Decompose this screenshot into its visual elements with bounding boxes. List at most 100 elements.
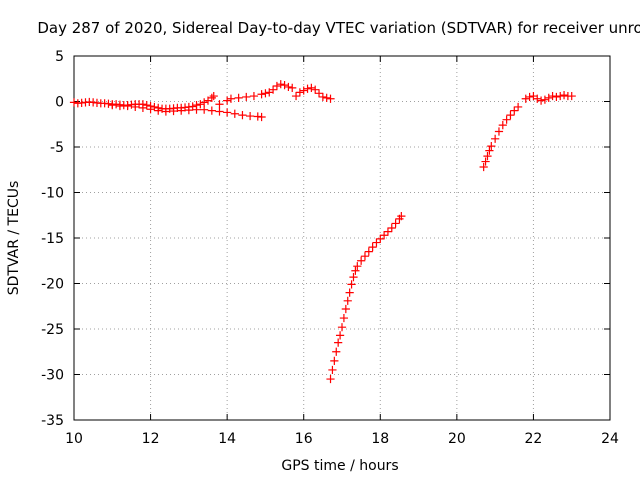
- data-point: [479, 162, 488, 172]
- x-tick-label: 24: [601, 431, 619, 447]
- data-point: [322, 93, 331, 102]
- data-point: [234, 93, 243, 102]
- y-tick-label: 0: [55, 95, 64, 111]
- data-point: [169, 106, 178, 116]
- x-axis-label: GPS time / hours: [281, 458, 398, 474]
- y-tick-labels: 5 0 -5 -10 -15 -20 -25 -30 -35: [41, 49, 64, 429]
- chart-title: Day 287 of 2020, Sidereal Day-to-day VTE…: [37, 19, 640, 37]
- data-point: [368, 243, 377, 252]
- plot-frame: [73, 55, 611, 421]
- data-point: [257, 112, 266, 122]
- data-point: [226, 94, 236, 103]
- data-point: [215, 107, 224, 116]
- data-point: [351, 266, 360, 275]
- data-point: [238, 111, 247, 120]
- data-series-6: [479, 102, 523, 172]
- data-point: [387, 223, 396, 233]
- data-point: [215, 100, 224, 109]
- data-point: [332, 347, 341, 356]
- data-point: [345, 288, 354, 297]
- data-point: [192, 105, 201, 114]
- data-point: [161, 107, 170, 116]
- data-point: [494, 127, 504, 136]
- data-point: [272, 81, 282, 91]
- data-point: [335, 331, 345, 340]
- data-point: [146, 105, 155, 114]
- x-tick-label: 14: [218, 431, 236, 447]
- data-point: [246, 111, 255, 121]
- data-point: [372, 238, 381, 247]
- data-point: [349, 273, 358, 282]
- data-point: [502, 115, 511, 124]
- data-point: [337, 323, 347, 332]
- data-point: [303, 84, 312, 93]
- data-point: [360, 252, 370, 261]
- data-series-2: [108, 101, 266, 122]
- data-point: [525, 92, 534, 102]
- data-point: [391, 219, 400, 228]
- data-point: [276, 80, 285, 89]
- data-point: [343, 296, 352, 305]
- data-point: [328, 365, 337, 375]
- data-point: [261, 89, 270, 98]
- data-point: [326, 94, 335, 103]
- data-point: [188, 102, 197, 111]
- data-point: [548, 91, 557, 101]
- data-point: [487, 141, 496, 151]
- data-point: [552, 92, 561, 102]
- data-point: [498, 121, 507, 130]
- data-point: [540, 95, 550, 104]
- data-point: [357, 256, 366, 265]
- data-point: [334, 338, 343, 347]
- data-point: [521, 94, 530, 103]
- data-point: [131, 102, 140, 112]
- data-point: [200, 98, 209, 107]
- data-point: [288, 83, 297, 92]
- data-point: [347, 280, 356, 289]
- data-point: [483, 152, 492, 161]
- y-tick-label: -35: [41, 413, 64, 429]
- data-point: [115, 101, 125, 111]
- data-point: [536, 96, 546, 105]
- y-tick-label: -15: [41, 231, 64, 247]
- data-point: [299, 86, 308, 95]
- data-point: [353, 262, 362, 271]
- data-point: [491, 134, 500, 143]
- data-point: [380, 231, 389, 240]
- y-tick-label: -25: [41, 322, 64, 338]
- data-point: [223, 108, 232, 117]
- data-point: [295, 88, 304, 97]
- data-point: [559, 91, 569, 100]
- data-point: [200, 105, 209, 114]
- data-point: [223, 96, 232, 105]
- data-points: [69, 80, 576, 384]
- data-point: [506, 111, 515, 120]
- x-tick-labels: 10 12 14 16 18 20 22 24: [65, 431, 619, 447]
- data-point: [485, 146, 494, 155]
- data-point: [544, 93, 553, 102]
- data-point: [230, 109, 239, 118]
- data-point: [154, 106, 163, 115]
- data-point: [69, 98, 79, 107]
- data-point: [318, 92, 327, 102]
- data-point: [364, 247, 373, 256]
- data-point: [207, 106, 216, 115]
- data-series-7: [521, 91, 576, 105]
- data-point: [341, 304, 350, 314]
- data-point: [242, 92, 251, 102]
- data-point: [257, 90, 266, 99]
- y-tick-label: -10: [41, 186, 64, 202]
- data-point: [284, 82, 293, 92]
- data-point: [184, 106, 193, 115]
- data-point: [514, 102, 523, 112]
- x-tick-label: 10: [65, 431, 83, 447]
- data-point: [481, 157, 490, 166]
- data-point: [510, 106, 519, 115]
- data-point: [567, 91, 576, 101]
- data-point: [307, 83, 316, 92]
- x-tick-label: 16: [295, 431, 313, 447]
- data-point: [291, 91, 301, 101]
- data-series-5: [326, 212, 406, 384]
- data-point: [108, 101, 117, 110]
